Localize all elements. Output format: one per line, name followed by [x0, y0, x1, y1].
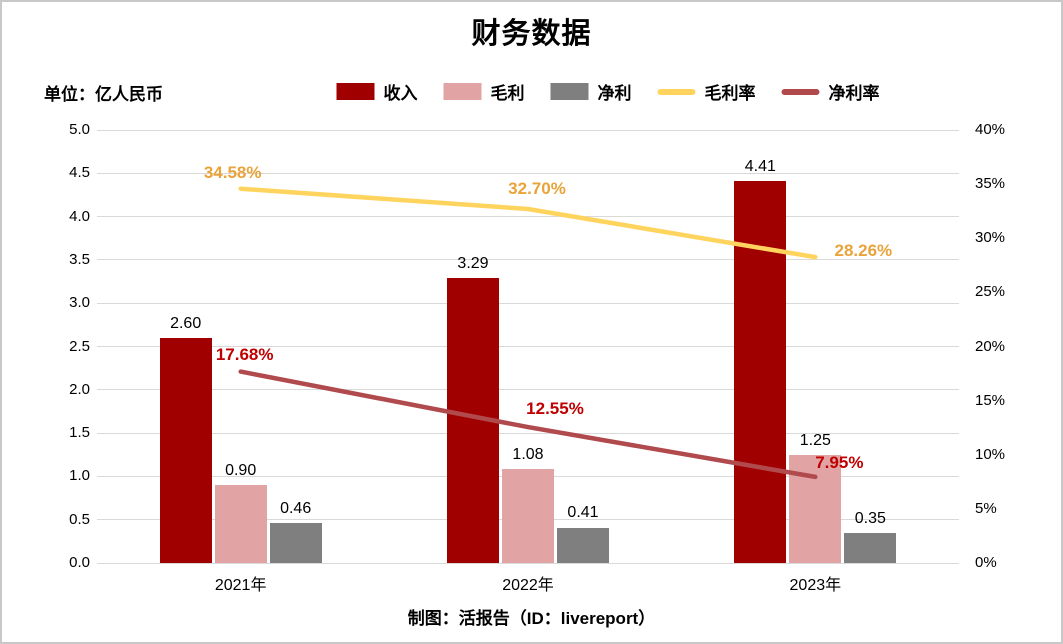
legend-label-revenue: 收入 [383, 84, 418, 103]
y-axis-left: 5.0 4.5 4.0 3.5 3.0 2.5 2.0 1.5 1.0 0.5 0.0 [42, 121, 90, 571]
x-axis-label: 2022年 [502, 577, 554, 594]
gridline [97, 302, 959, 304]
line-value-label-net-margin-1: 12.55% [526, 399, 584, 419]
legend-item-revenue: 收入 [336, 79, 418, 104]
chart-title: 财务数据 [471, 18, 592, 50]
bar-value-label: 3.29 [457, 255, 489, 273]
x-axis-label: 2021年 [214, 577, 267, 594]
y-axis-label-left: 5.0 [69, 121, 90, 138]
line-value-label-net-margin-2: 7.95% [815, 452, 864, 472]
bar-gross-profit-0 [214, 485, 267, 563]
y-axis-label-left: 3.0 [69, 294, 90, 312]
bar-value-label: 4.41 [744, 158, 776, 176]
gridline [97, 259, 959, 261]
gridline [97, 389, 959, 391]
bar-net-profit-2 [844, 532, 897, 563]
bar-value-label: 0.46 [280, 500, 312, 518]
y-axis-label-right: 10% [975, 445, 1006, 463]
y-axis-label-left: 1.5 [69, 424, 90, 442]
y-axis-label-left: 2.5 [69, 337, 90, 355]
bar-net-profit-1 [557, 527, 609, 563]
bar-value-label: 1.25 [799, 431, 831, 449]
gridline [97, 172, 959, 174]
legend-swatch-gross-profit [443, 83, 482, 100]
legend-swatch-revenue [336, 83, 375, 100]
footer-credit: 制图：活报告（ID：livereport） [407, 609, 656, 628]
bar-revenue-2 [734, 181, 787, 563]
y-axis-label-right: 15% [975, 391, 1006, 409]
x-axis-label: 2023年 [789, 577, 842, 594]
y-axis-label-left: 2.0 [69, 380, 90, 398]
bar-revenue-0 [159, 337, 212, 563]
y-axis-label-right: 5% [975, 499, 997, 517]
line-value-label-gross-margin-0: 34.58% [203, 162, 262, 182]
legend-swatch-net-profit [550, 83, 589, 100]
bar-value-label: 2.60 [170, 314, 202, 332]
y-axis-label-left: 0.0 [69, 554, 90, 571]
y-axis-right: 40% 35% 30% 25% 20% 15% 10% 5% 0% [975, 121, 1035, 571]
bar-value-label: 0.90 [225, 462, 257, 480]
line-value-label-gross-margin-1: 32.70% [508, 179, 566, 199]
gridline [97, 216, 959, 218]
line-value-label-gross-margin-2: 28.26% [834, 241, 893, 261]
y-axis-label-right: 40% [975, 121, 1006, 138]
bar-revenue-1 [447, 278, 499, 563]
legend-item-net-margin: 净利率 [781, 79, 880, 104]
y-axis-label-left: 1.0 [69, 467, 90, 485]
bar-net-profit-0 [269, 523, 322, 563]
legend-label-gross-margin: 毛利率 [704, 84, 756, 103]
y-axis-label-left: 4.5 [69, 164, 90, 182]
bar-value-label: 1.08 [512, 446, 544, 464]
legend-swatch-net-margin [781, 88, 820, 95]
y-axis-label-left: 4.0 [69, 207, 90, 225]
plot-area: 2.60 0.90 0.46 3.29 1.08 0.41 4.41 1.25 0.35 34.5… [97, 129, 959, 564]
gridline [97, 562, 959, 564]
y-axis-label-right: 35% [975, 175, 1006, 193]
unit-label: 单位：亿人民币 [44, 85, 163, 104]
legend-label-net-margin: 净利率 [828, 84, 880, 103]
legend-item-gross-profit: 毛利 [443, 79, 525, 104]
legend-swatch-gross-margin [657, 88, 696, 95]
gridline [97, 346, 959, 347]
x-axis: 2021年 2022年 2023年 [97, 571, 959, 595]
legend-label-gross-profit: 毛利 [490, 84, 525, 103]
bar-gross-profit-1 [502, 469, 554, 563]
legend-label-net-profit: 净利 [597, 84, 632, 103]
line-value-label-net-margin-0: 17.68% [215, 344, 274, 364]
bar-value-label: 0.35 [854, 509, 886, 527]
legend-item-net-profit: 净利 [550, 79, 632, 104]
y-axis-label-left: 3.5 [69, 250, 90, 268]
legend-item-gross-margin: 毛利率 [657, 79, 756, 104]
y-axis-label-right: 0% [975, 554, 997, 571]
gridline [97, 129, 959, 131]
y-axis-label-right: 30% [975, 229, 1006, 247]
y-axis-label-right: 25% [975, 283, 1006, 301]
y-axis-label-left: 0.5 [69, 510, 90, 528]
bar-value-label: 0.41 [567, 504, 599, 522]
legend: 收入 毛利 净利 毛利率 净利率 [336, 79, 880, 104]
y-axis-label-right: 20% [975, 337, 1006, 355]
